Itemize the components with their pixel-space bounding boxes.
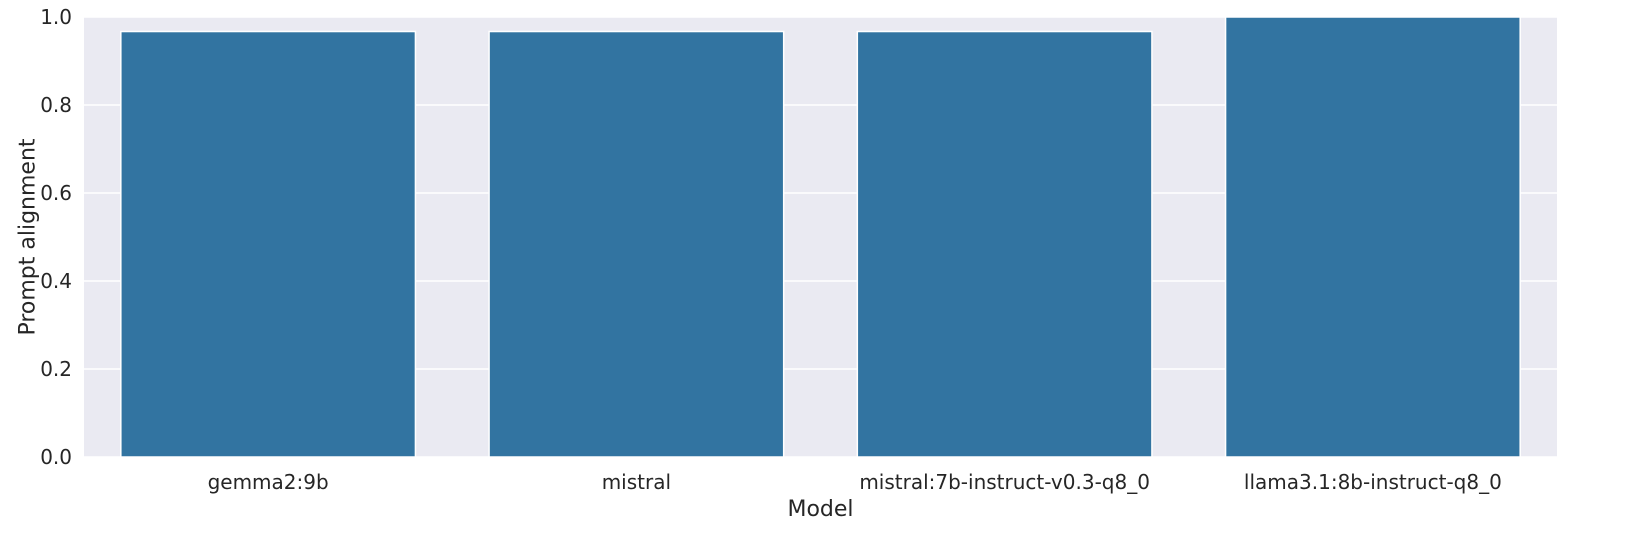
x-tick-label: gemma2:9b — [208, 470, 329, 494]
x-tick-label: llama3.1:8b-instruct-q8_0 — [1244, 470, 1502, 494]
y-tick-label: 0.4 — [40, 269, 72, 293]
y-tick-label: 0.2 — [40, 357, 72, 381]
bar — [856, 30, 1153, 458]
bar — [488, 30, 785, 458]
y-tick-labels: 0.0 0.2 0.4 0.6 0.8 1.0 — [40, 5, 72, 469]
x-tick-labels: gemma2:9b mistral mistral:7b-instruct-v0.3… — [208, 470, 1502, 494]
bar — [1224, 16, 1521, 458]
x-tick-label: mistral:7b-instruct-v0.3-q8_0 — [859, 470, 1150, 494]
bar — [120, 30, 417, 458]
x-axis-label: Model — [787, 497, 853, 522]
y-tick-label: 1.0 — [40, 5, 72, 29]
y-tick-label: 0.8 — [40, 93, 72, 117]
bars — [120, 16, 1521, 458]
x-tick-label: mistral — [602, 470, 671, 494]
y-axis-label: Prompt alignment — [16, 138, 41, 335]
y-tick-label: 0.0 — [40, 445, 72, 469]
y-tick-label: 0.6 — [40, 181, 72, 205]
